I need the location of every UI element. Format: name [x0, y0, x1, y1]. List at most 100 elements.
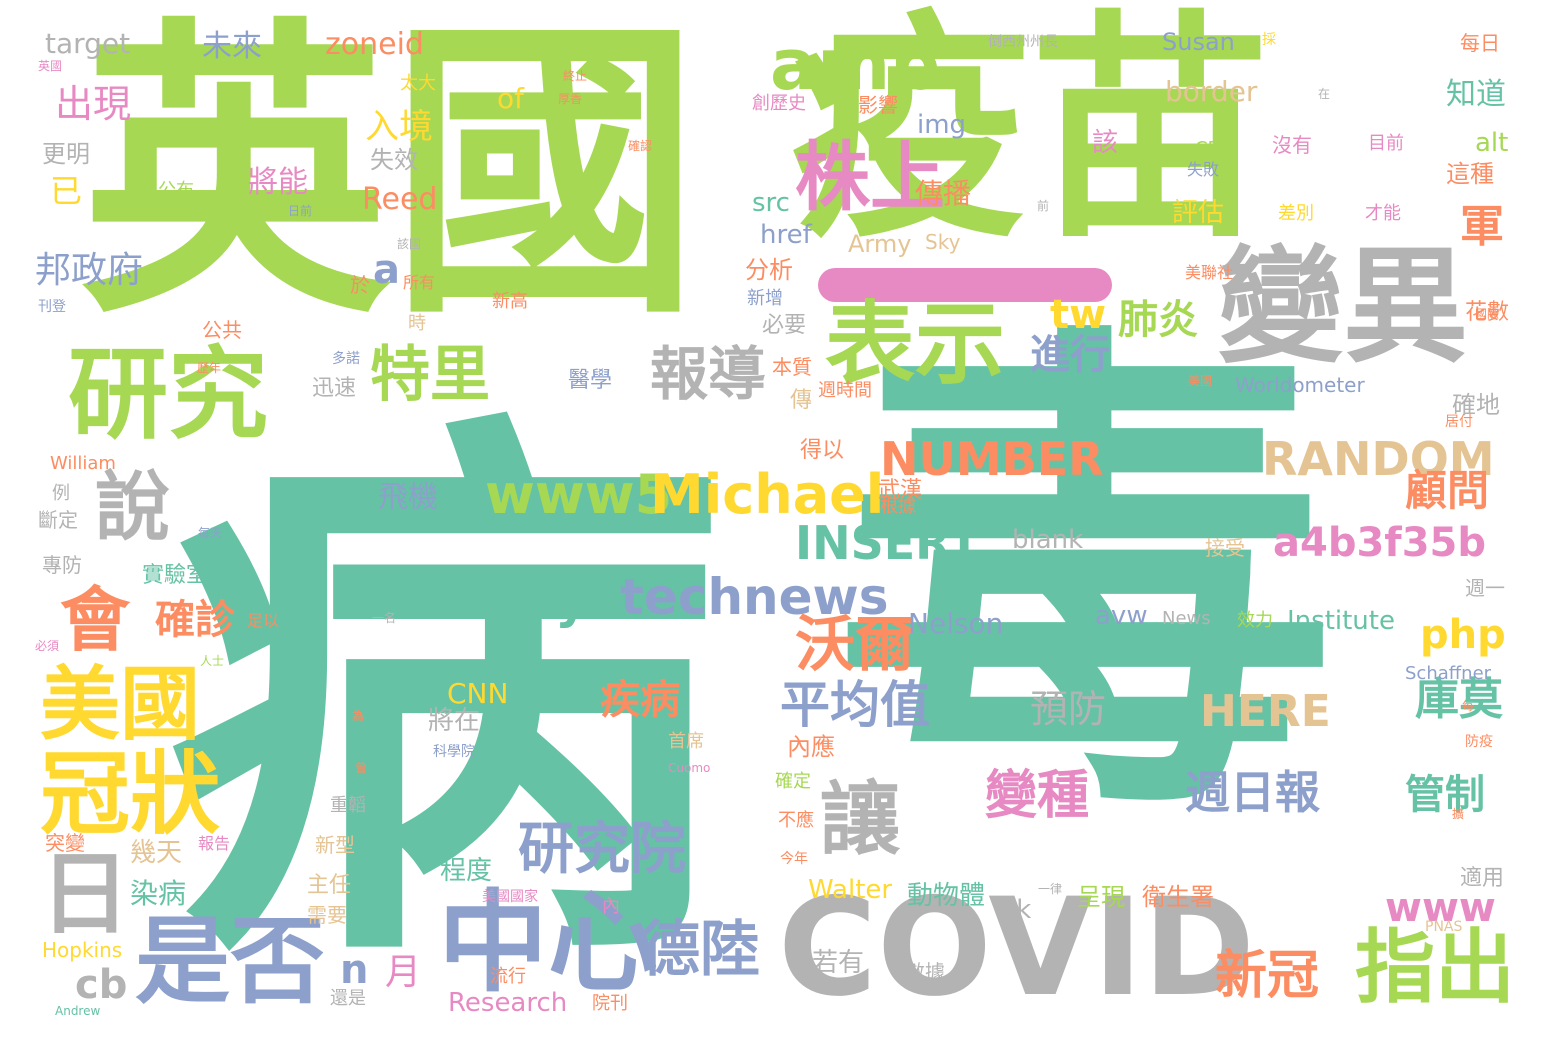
cloud-word: Andrew	[55, 1004, 101, 1018]
cloud-word: Susan	[1162, 28, 1235, 56]
cloud-word: 影響	[858, 93, 898, 117]
cloud-word: NUMBER	[880, 432, 1104, 486]
cloud-word: 月	[385, 952, 422, 993]
cloud-word: 新高	[492, 291, 528, 312]
cloud-word: 顧問	[1405, 466, 1490, 515]
cloud-word: 接受	[1205, 536, 1245, 560]
cloud-word: 得以	[800, 438, 845, 463]
cloud-word: Michael	[650, 463, 885, 526]
cloud-word: 確定	[775, 771, 811, 792]
cloud-word: 更明	[42, 140, 90, 168]
cloud-word: 入境	[365, 107, 433, 147]
cloud-word: 該	[1092, 128, 1119, 158]
cloud-word: 日前	[288, 204, 313, 218]
cloud-word: 美國	[40, 658, 200, 751]
cloud-word: 庫莫	[1415, 674, 1503, 725]
cloud-word: 在	[1318, 87, 1331, 101]
cloud-word: 染病	[130, 877, 187, 910]
cloud-word: 衛生署	[1142, 883, 1214, 911]
cloud-word: www	[1385, 885, 1496, 931]
cloud-word: 科學院	[433, 744, 475, 760]
cloud-word: 必須	[35, 639, 60, 653]
cloud-word: 時	[408, 313, 426, 334]
cloud-word: technews	[620, 568, 889, 626]
cloud-word: of	[497, 82, 524, 115]
cloud-word: Schaffner	[1405, 663, 1492, 684]
cloud-word: 公共	[202, 318, 242, 342]
cloud-word: 人士	[200, 654, 225, 668]
cloud-word: 動物體	[907, 881, 986, 911]
cloud-word: 失效	[370, 146, 418, 174]
cloud-word: 於	[350, 273, 370, 297]
cloud-word: 會	[60, 579, 130, 661]
cloud-word: 居付	[1445, 414, 1473, 430]
cloud-word: 週一	[1465, 576, 1505, 600]
cloud-word: CDC	[1195, 138, 1234, 159]
cloud-word: Worldometer	[1235, 373, 1365, 397]
cloud-word: 新冠	[1215, 946, 1320, 1006]
cloud-word: 刊登	[38, 299, 66, 315]
cloud-word: William	[50, 453, 116, 474]
cloud-word: 擴	[1452, 807, 1465, 821]
cloud-word: 確地	[1452, 391, 1500, 419]
cloud-word: 將能	[248, 165, 308, 200]
cloud-word: 必要	[762, 313, 807, 338]
cloud-word: 本質	[772, 355, 812, 379]
cloud-word: img	[917, 110, 967, 140]
cloud-word: 疾病	[600, 677, 680, 723]
cloud-word: 報告	[198, 834, 231, 853]
cloud-word: Nelson	[908, 607, 1004, 640]
cloud-word: 斷定	[38, 508, 78, 532]
highlight-bar	[818, 268, 1112, 302]
cloud-word: 每日	[1460, 31, 1500, 55]
cloud-word: 實驗室	[142, 563, 209, 588]
cloud-word: 邦政府	[35, 250, 144, 291]
cloud-word: 美國	[1188, 374, 1213, 388]
cloud-word: 飛機	[378, 480, 438, 515]
cloud-word: 終止	[563, 69, 588, 83]
cloud-word: 程度	[440, 856, 493, 886]
cloud-word: a4b3f35b	[1273, 520, 1486, 566]
cloud-word: 讓	[820, 773, 900, 866]
cloud-word: 失敗	[1187, 160, 1220, 179]
cloud-word: HERE	[1200, 686, 1331, 737]
cloud-word: 專防	[42, 553, 82, 577]
cloud-word: 變種	[985, 766, 1090, 826]
cloud-word: 公布	[158, 180, 194, 201]
cloud-word: 管制	[1405, 772, 1485, 818]
cloud-word: Research	[448, 988, 568, 1018]
cloud-word: Institute	[1287, 606, 1395, 636]
cloud-word: 美國國家	[482, 889, 538, 905]
cloud-word: Hopkins	[42, 938, 123, 962]
cloud-word: 中心	[438, 879, 658, 1007]
cloud-word: 前	[1037, 199, 1050, 213]
cloud-word: blank	[1012, 525, 1084, 555]
cloud-word: 花數	[1465, 300, 1510, 325]
cloud-word: 重韜	[330, 795, 366, 816]
cloud-word: php	[1420, 612, 1506, 658]
cloud-word: 防疫	[1465, 734, 1493, 750]
cloud-word: 太大	[400, 73, 436, 94]
cloud-word: COVID	[778, 869, 1255, 1026]
cloud-word: target	[45, 27, 131, 60]
cloud-word: href	[760, 220, 812, 250]
cloud-word: tw	[1050, 292, 1107, 338]
cloud-word: 出現	[55, 82, 132, 126]
cloud-word: 該國	[397, 237, 422, 251]
cloud-word: 需要	[307, 903, 347, 927]
cloud-word: 今年	[780, 851, 808, 867]
cloud-word: 迅速	[312, 376, 357, 401]
cloud-word: 才能	[1365, 203, 1401, 224]
cloud-word: 採	[1262, 32, 1276, 48]
cloud-word: 是否	[135, 907, 326, 1017]
cloud-word: CNN	[447, 677, 509, 710]
cloud-word: 表示	[825, 292, 1005, 397]
cloud-word: 傳播	[915, 177, 972, 210]
cloud-word: 肺炎	[1118, 297, 1198, 343]
cloud-word: 株上	[795, 133, 946, 221]
cloud-word: 根據	[880, 496, 916, 517]
cloud-word: 研究院	[518, 817, 686, 882]
cloud-word: 美聯社	[1185, 263, 1234, 282]
cloud-word: 適用	[1460, 866, 1505, 891]
cloud-word: 疫苗	[790, 0, 1271, 270]
